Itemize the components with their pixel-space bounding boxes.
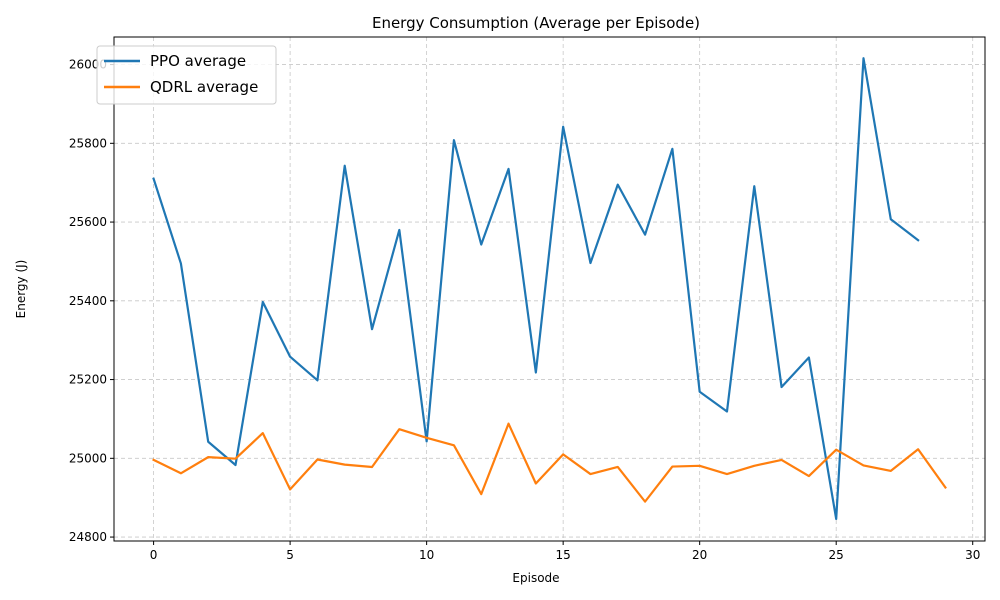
plot-area-frame [113,36,986,542]
x-tick-label: 0 [150,548,158,562]
legend-label-ppo-average: PPO average [150,52,246,70]
legend-box [96,45,277,105]
series-line-ppo-average [152,57,920,521]
y-tick-label: 25800 [69,136,107,150]
y-tick-label: 25600 [69,215,107,229]
y-axis-title: Energy (J) [14,260,28,319]
grid-lines [114,37,985,541]
legend: PPO average QDRL average [96,45,277,105]
x-tick-label: 25 [829,548,844,562]
legend-label-qdrl-average: QDRL average [150,78,258,96]
x-tick-label: 20 [692,548,707,562]
x-axis-title: Episode [512,571,559,585]
y-tick-label: 24800 [69,530,107,544]
x-tick-label: 10 [419,548,434,562]
series-line-qdrl-average [152,422,947,503]
chart-title: Energy Consumption (Average per Episode) [372,14,700,32]
y-tick-label: 25200 [69,373,107,387]
x-tick-label: 5 [286,548,294,562]
x-tick-label: 15 [556,548,571,562]
series-lines [152,57,947,521]
y-tick-label: 25400 [69,294,107,308]
x-tick-label: 30 [965,548,980,562]
y-tick-label: 25000 [69,451,107,465]
